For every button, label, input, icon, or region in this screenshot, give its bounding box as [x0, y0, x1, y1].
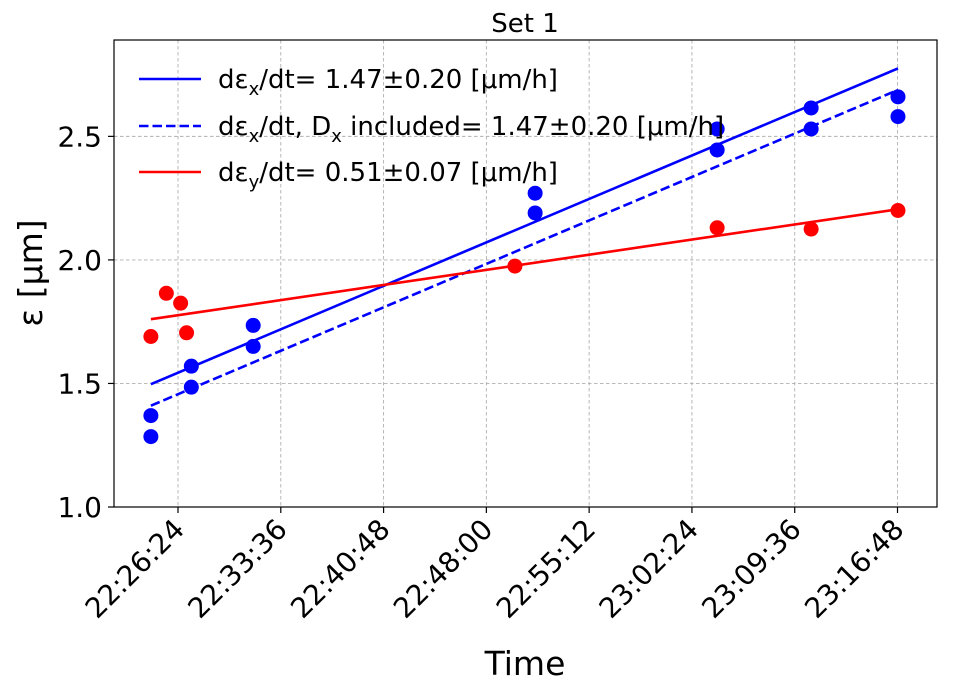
data-point: [803, 221, 819, 237]
y-tick-label: 1.0: [57, 491, 102, 524]
fit-line: [150, 67, 899, 386]
data-point: [245, 338, 261, 354]
data-point: [527, 205, 543, 221]
y-tick-label: 1.5: [57, 367, 102, 400]
chart-title: Set 1: [491, 9, 559, 39]
plot-frame: [113, 39, 938, 508]
y-tick-label: 2.0: [57, 244, 102, 277]
data-point: [179, 325, 195, 341]
x-axis-label: Time: [484, 644, 566, 683]
legend-text-subscript: x: [249, 126, 260, 147]
legend-text-main: dε: [218, 112, 249, 142]
plot-area: [143, 67, 906, 445]
data-point: [143, 329, 159, 345]
data-point: [890, 89, 906, 105]
y-axis-label: ε [μm]: [11, 219, 50, 326]
legend-text-subscript: y: [249, 172, 260, 193]
legend-entry-text: dεx/dt= 1.47±0.20 [μm/h]: [218, 65, 558, 100]
data-point: [245, 317, 261, 333]
data-point: [158, 285, 174, 301]
legend-entry-text: dεx/dt, Dx included= 1.47±0.20 [μm/h]: [218, 112, 724, 147]
legend-text-rest: included= 1.47±0.20 [μm/h]: [342, 112, 724, 142]
data-point: [803, 121, 819, 137]
y-tick-label: 2.5: [57, 120, 102, 153]
fit-line: [150, 207, 899, 321]
legend-text-mid: /dt, D: [259, 112, 331, 142]
data-point: [527, 185, 543, 201]
data-point: [183, 379, 199, 395]
data-point: [890, 109, 906, 125]
data-point: [507, 258, 523, 274]
data-point: [173, 295, 189, 311]
data-point: [143, 429, 159, 445]
legend-text-rest: /dt= 0.51±0.07 [μm/h]: [259, 158, 558, 188]
legend-text-subscript: x: [331, 126, 342, 147]
legend: dεx/dt= 1.47±0.20 [μm/h]dεx/dt, Dx inclu…: [139, 65, 724, 193]
legend-text-main: dε: [218, 158, 249, 188]
data-point: [709, 220, 725, 236]
data-point: [803, 100, 819, 116]
data-point: [709, 142, 725, 158]
legend-text-subscript: x: [249, 79, 260, 100]
legend-text-rest: /dt= 1.47±0.20 [μm/h]: [259, 65, 558, 95]
data-point: [183, 358, 199, 374]
data-point: [709, 121, 725, 137]
data-point: [890, 202, 906, 218]
legend-entry-text: dεy/dt= 0.51±0.07 [μm/h]: [218, 158, 558, 193]
data-point: [143, 408, 159, 424]
fit-line-dashed: [150, 88, 899, 407]
legend-text-main: dε: [218, 65, 249, 95]
